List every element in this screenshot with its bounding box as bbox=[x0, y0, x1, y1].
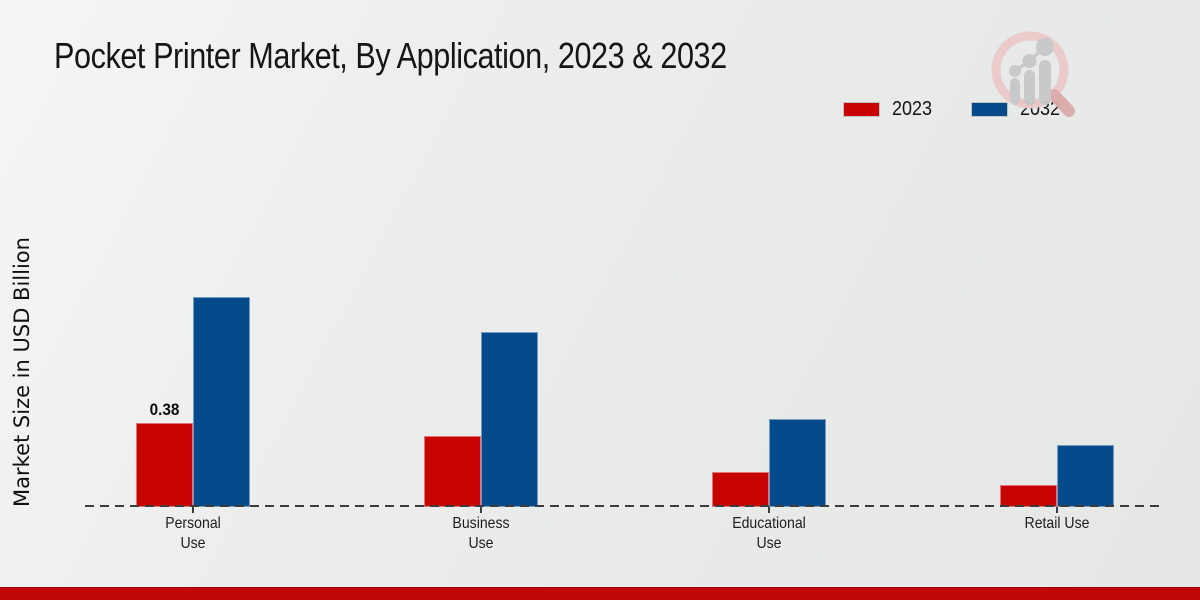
x-axis-baseline bbox=[85, 505, 1165, 507]
bar-2023-business-use bbox=[424, 436, 481, 507]
bar-2032-personal-use bbox=[193, 297, 250, 507]
bar-2032-educational-use bbox=[769, 419, 826, 507]
legend-swatch-2023 bbox=[843, 102, 880, 117]
bar-2032-business-use bbox=[481, 332, 538, 507]
growth-line-icon bbox=[1014, 45, 1047, 73]
legend-swatch-2032 bbox=[970, 102, 1008, 117]
bar-2023-educational-use bbox=[712, 472, 769, 507]
legend-label: 2023 bbox=[892, 98, 933, 120]
x-axis-tick bbox=[1056, 507, 1058, 513]
category-label-educational-use: Educational Use bbox=[732, 515, 806, 553]
bar-value-label-personal-use: 0.38 bbox=[149, 400, 180, 419]
footer-accent-strip bbox=[0, 587, 1200, 600]
category-label-personal-use: Personal Use bbox=[165, 515, 221, 553]
category-label-business-use: Business Use bbox=[452, 515, 510, 553]
bar-2032-retail-use bbox=[1057, 445, 1114, 507]
x-axis-tick bbox=[192, 507, 194, 513]
brand-logo-watermark bbox=[991, 31, 1075, 117]
x-axis-tick bbox=[480, 507, 482, 513]
category-label-retail-use: Retail Use bbox=[1024, 515, 1090, 532]
magnifier-handle-icon bbox=[1048, 89, 1075, 117]
chart-title: Pocket Printer Market, By Application, 2… bbox=[54, 35, 727, 76]
bar-2023-personal-use bbox=[136, 423, 193, 507]
bar-2023-retail-use bbox=[1000, 485, 1057, 507]
legend-item-2023: 2023 bbox=[843, 98, 937, 121]
x-axis-tick bbox=[768, 507, 770, 513]
